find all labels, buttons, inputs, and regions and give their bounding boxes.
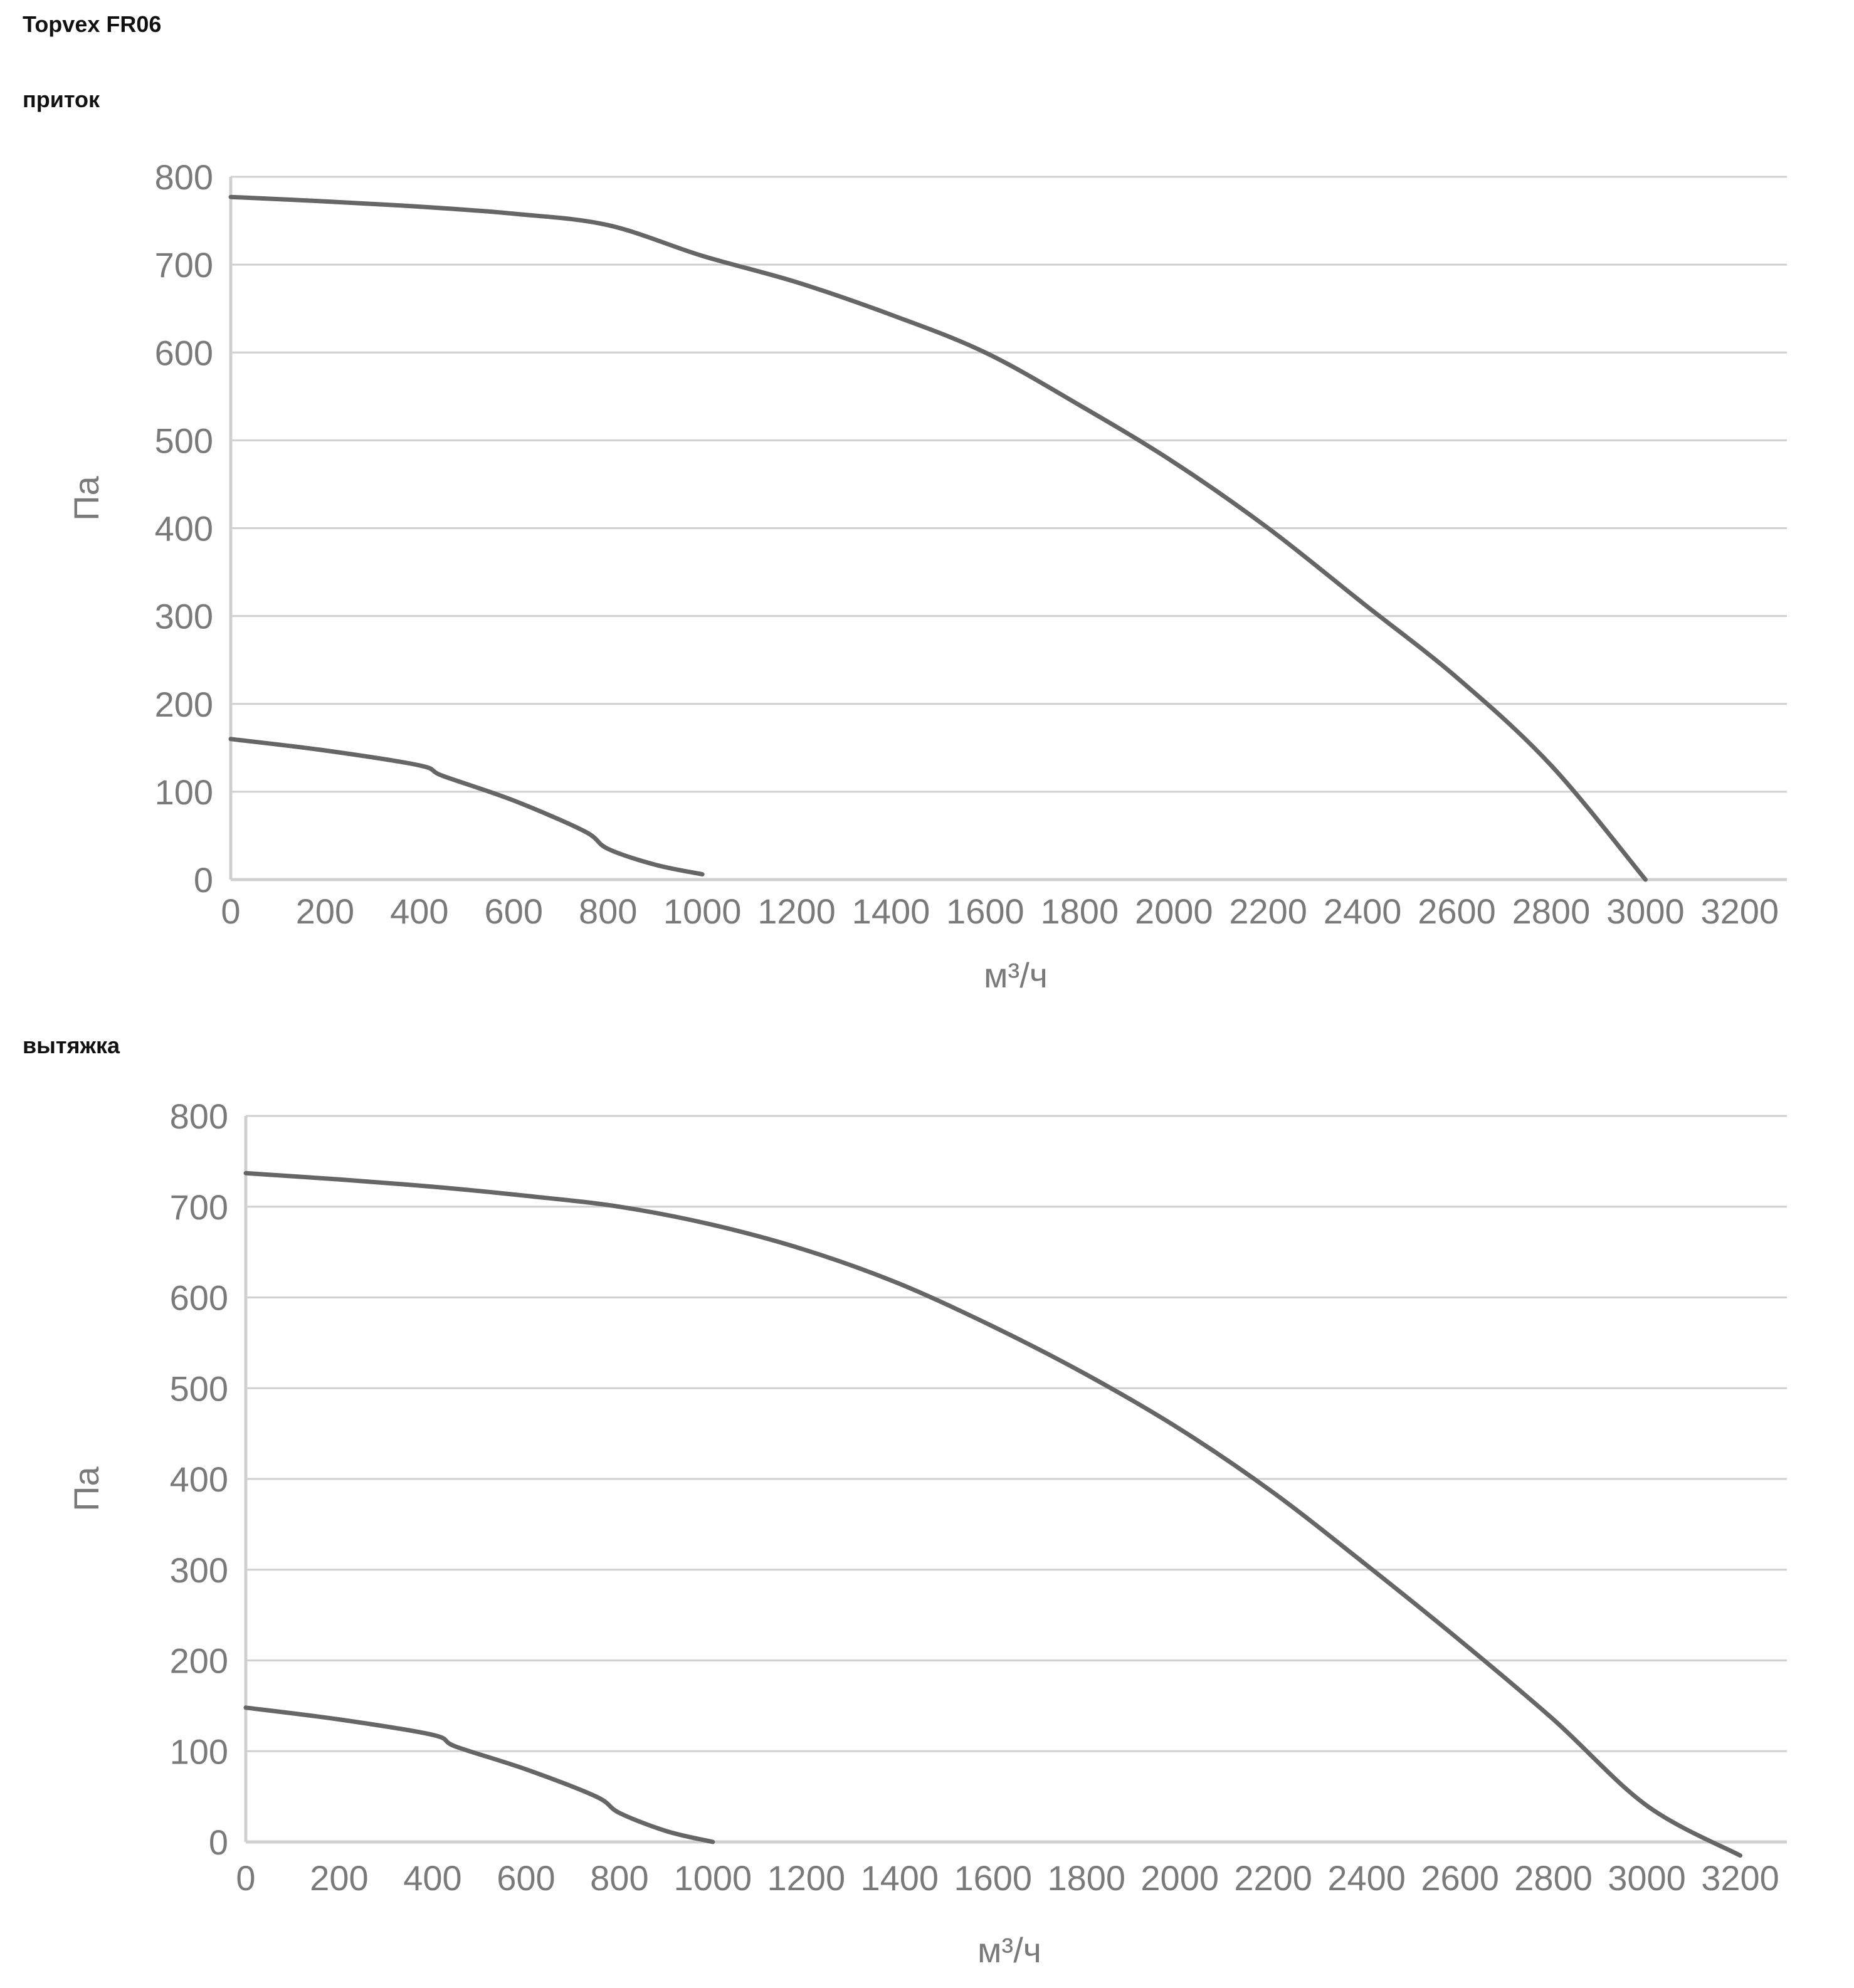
- supply-y-tick-500: 500: [155, 421, 213, 460]
- supply-curves: [228, 194, 1648, 882]
- exhaust-y-tick-400: 400: [170, 1459, 228, 1499]
- exhaust-y-axis-title: Па: [66, 1466, 106, 1511]
- exhaust-curves: [243, 1170, 1742, 1858]
- exhaust-y-tick-200: 200: [170, 1641, 228, 1681]
- supply-x-tick-3200: 3200: [1700, 891, 1779, 931]
- exhaust-x-tick-labels: 0 200 400 600 800 1000 1200 1400 1600 1800 2000 220…: [236, 1858, 1779, 1898]
- exhaust-y-tick-800: 800: [170, 1097, 228, 1136]
- supply-x-tick-1400: 1400: [852, 891, 930, 931]
- supply-curve-2: [228, 737, 705, 877]
- supply-chart-title: приток: [23, 87, 100, 112]
- exhaust-x-tick-400: 400: [403, 1858, 461, 1898]
- exhaust-x-tick-2000: 2000: [1140, 1858, 1219, 1898]
- supply-x-axis-title: м³/ч: [984, 955, 1048, 995]
- supply-y-tick-200: 200: [155, 685, 213, 724]
- supply-y-tick-800: 800: [155, 157, 213, 197]
- exhaust-x-tick-1800: 1800: [1047, 1858, 1125, 1898]
- supply-y-axis-title: Па: [66, 475, 106, 520]
- exhaust-x-tick-0: 0: [236, 1858, 255, 1898]
- supply-x-tick-labels: 0 200 400 600 800 1000 1200 1400 1600 1800 2000 220…: [221, 891, 1779, 931]
- document-title: Topvex FR06: [23, 11, 162, 37]
- exhaust-x-tick-600: 600: [497, 1858, 555, 1898]
- exhaust-y-tick-700: 700: [170, 1187, 228, 1227]
- exhaust-x-tick-1000: 1000: [674, 1858, 752, 1898]
- supply-x-tick-2600: 2600: [1418, 891, 1496, 931]
- supply-axes: [229, 177, 1787, 881]
- exhaust-y-tick-0: 0: [209, 1822, 228, 1862]
- supply-fan-curve-chart: 0 100 200 300 400 500 600 700 800 0 200 400 600 800 1…: [66, 157, 1787, 995]
- exhaust-x-tick-2600: 2600: [1421, 1858, 1499, 1898]
- supply-x-tick-800: 800: [579, 891, 637, 931]
- supply-curve-1: [228, 194, 1648, 882]
- exhaust-curve-1: [243, 1170, 1742, 1858]
- exhaust-fan-curve-chart: 0 100 200 300 400 500 600 700 800 0 200 400 600 800 1…: [66, 1097, 1787, 1970]
- supply-y-tick-0: 0: [194, 860, 213, 900]
- supply-y-tick-600: 600: [155, 333, 213, 372]
- supply-x-tick-2200: 2200: [1229, 891, 1307, 931]
- supply-x-tick-1600: 1600: [946, 891, 1024, 931]
- exhaust-y-tick-500: 500: [170, 1369, 228, 1408]
- supply-x-tick-2800: 2800: [1512, 891, 1591, 931]
- supply-x-tick-1800: 1800: [1041, 891, 1119, 931]
- supply-y-tick-400: 400: [155, 509, 213, 549]
- exhaust-axes: [244, 1116, 1787, 1844]
- exhaust-curve-2: [243, 1705, 715, 1844]
- supply-y-tick-700: 700: [155, 245, 213, 285]
- exhaust-x-tick-3000: 3000: [1608, 1858, 1686, 1898]
- supply-x-tick-0: 0: [221, 891, 240, 931]
- exhaust-x-tick-1600: 1600: [954, 1858, 1032, 1898]
- supply-x-tick-2400: 2400: [1324, 891, 1402, 931]
- exhaust-y-tick-600: 600: [170, 1278, 228, 1318]
- supply-x-tick-3000: 3000: [1606, 891, 1685, 931]
- exhaust-x-tick-3200: 3200: [1701, 1858, 1779, 1898]
- exhaust-y-tick-100: 100: [170, 1732, 228, 1771]
- supply-grid-lines: [231, 176, 1787, 793]
- exhaust-x-tick-2800: 2800: [1514, 1858, 1593, 1898]
- exhaust-grid-lines: [246, 1115, 1787, 1752]
- supply-x-tick-400: 400: [390, 891, 448, 931]
- exhaust-x-axis-title: м³/ч: [977, 1930, 1041, 1970]
- supply-y-tick-300: 300: [155, 597, 213, 636]
- exhaust-y-tick-300: 300: [170, 1550, 228, 1590]
- supply-y-tick-labels: 0 100 200 300 400 500 600 700 800: [155, 157, 213, 900]
- exhaust-x-tick-2200: 2200: [1234, 1858, 1312, 1898]
- supply-x-tick-200: 200: [296, 891, 354, 931]
- exhaust-x-tick-800: 800: [590, 1858, 648, 1898]
- supply-x-tick-600: 600: [485, 891, 543, 931]
- exhaust-x-tick-2400: 2400: [1327, 1858, 1406, 1898]
- supply-x-tick-1200: 1200: [757, 891, 836, 931]
- supply-x-tick-1000: 1000: [663, 891, 742, 931]
- exhaust-y-tick-labels: 0 100 200 300 400 500 600 700 800: [170, 1097, 228, 1862]
- exhaust-x-tick-1400: 1400: [860, 1858, 939, 1898]
- exhaust-x-tick-1200: 1200: [767, 1858, 846, 1898]
- exhaust-chart-title: вытяжка: [23, 1033, 120, 1058]
- supply-y-tick-100: 100: [155, 772, 213, 812]
- exhaust-x-tick-200: 200: [310, 1858, 368, 1898]
- supply-x-tick-2000: 2000: [1135, 891, 1213, 931]
